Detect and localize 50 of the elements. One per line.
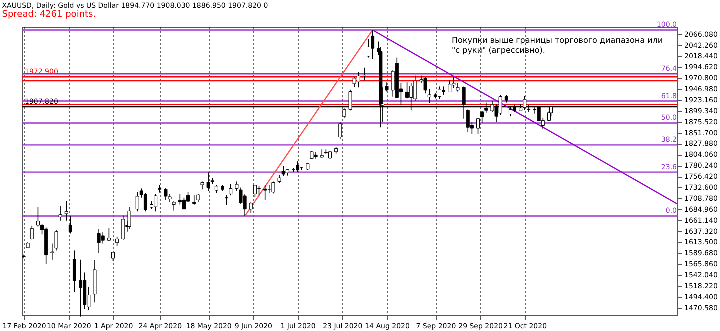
candlestick bbox=[282, 166, 286, 177]
candlestick bbox=[64, 200, 68, 222]
candlestick bbox=[414, 75, 418, 102]
candlestick bbox=[128, 206, 132, 230]
candlestick bbox=[296, 161, 300, 173]
annotation: Покупки выше границы торгового диапазона или "с руки" (агрессивно). bbox=[452, 36, 664, 55]
candlestick bbox=[122, 215, 126, 241]
candlestick bbox=[72, 250, 76, 293]
candlestick bbox=[116, 236, 120, 246]
candlestick bbox=[79, 259, 83, 318]
candlestick bbox=[112, 252, 116, 262]
candlestick bbox=[356, 72, 360, 88]
candlestick bbox=[210, 178, 214, 184]
candlestick bbox=[164, 188, 168, 201]
candlestick bbox=[268, 185, 272, 194]
candlestick bbox=[438, 86, 442, 100]
chart-subtitle: Spread: 4261 points. bbox=[2, 10, 96, 20]
candlestick bbox=[476, 118, 480, 135]
candlestick bbox=[136, 192, 140, 212]
candlestick bbox=[448, 80, 452, 93]
candlestick bbox=[362, 67, 366, 82]
candlestick bbox=[371, 30, 375, 60]
candlestick bbox=[466, 109, 470, 133]
candlestick bbox=[36, 207, 40, 228]
candlestick bbox=[182, 197, 186, 210]
candlestick bbox=[172, 201, 176, 212]
candlestick bbox=[58, 206, 62, 222]
candlestick bbox=[107, 228, 111, 242]
candlestick bbox=[30, 225, 34, 240]
candlestick bbox=[192, 195, 196, 206]
candlestick bbox=[406, 82, 410, 100]
candlestick bbox=[97, 228, 101, 254]
candlestick bbox=[249, 202, 253, 214]
candlestick bbox=[101, 232, 105, 244]
candlestick bbox=[480, 110, 484, 124]
candlestick bbox=[206, 172, 210, 192]
candlestick bbox=[225, 194, 229, 206]
candlestick bbox=[144, 192, 148, 212]
candlestick bbox=[158, 184, 162, 194]
candlestick bbox=[253, 184, 257, 198]
candlestick bbox=[178, 194, 182, 206]
candlestick bbox=[272, 181, 276, 194]
candlestick bbox=[320, 149, 324, 158]
candlestick bbox=[367, 39, 371, 58]
candlestick bbox=[264, 184, 268, 201]
candlestick bbox=[452, 77, 456, 89]
candlestick bbox=[338, 122, 342, 140]
candlestick bbox=[154, 194, 158, 212]
candlestick bbox=[229, 184, 233, 196]
candlestick bbox=[68, 216, 72, 234]
